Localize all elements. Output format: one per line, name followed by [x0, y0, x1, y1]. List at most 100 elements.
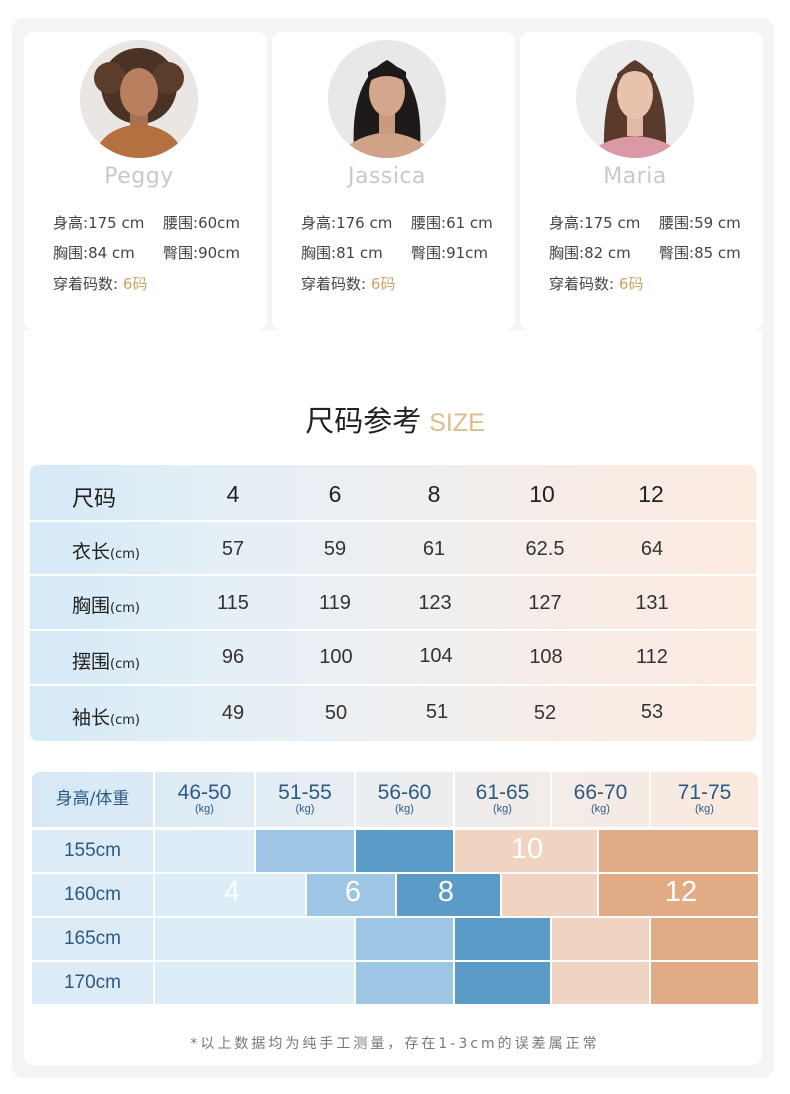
size-label-6: 6: [344, 876, 362, 908]
model-size-worn: 穿着码数: 6码: [53, 275, 148, 293]
model-card-peggy: Peggy 身高:175 cm 腰围:60cm 胸围:84 cm 臀围:90cm…: [24, 32, 267, 330]
size-label-10: 10: [510, 833, 544, 865]
size-8-block: [397, 874, 500, 916]
title-en: SIZE: [429, 409, 485, 437]
size-8-block: [455, 918, 550, 960]
row-divider: [30, 629, 756, 631]
model-name: Maria: [603, 164, 667, 189]
size-4-block: [155, 962, 354, 1004]
row-divider: [30, 574, 756, 576]
height-row-label-160: 160cm: [32, 874, 153, 916]
model-name: Peggy: [104, 164, 174, 189]
column-divider: [153, 772, 155, 827]
size-header-4: 4: [226, 481, 240, 507]
size-12-block: [599, 830, 758, 872]
height-row-label-155: 155cm: [32, 830, 153, 872]
size-4-block: [155, 874, 305, 916]
size-10-block: [502, 874, 597, 916]
table-cell: 59: [323, 538, 347, 560]
height-weight-chart: 身高/体重 46-50 (kg) 51-55 (kg) 56-60 (kg) 61-6…: [32, 772, 758, 1008]
model-waist: 腰围:59 cm: [659, 214, 741, 232]
row-label-bust: 胸围(cm): [72, 595, 140, 617]
table-cell: 50: [324, 702, 348, 724]
size-6-block: [356, 962, 453, 1004]
size-label-12: 12: [664, 876, 698, 908]
table-cell: 123: [418, 592, 452, 614]
measurement-note: *以上数据均为纯手工测量，存在1-3cm的误差属正常: [190, 1036, 600, 1052]
row-label-sleeve: 袖长(cm): [72, 707, 140, 729]
weight-range-header: 51-55 (kg): [278, 781, 332, 815]
model-photo-maria: [576, 40, 694, 158]
model-waist: 腰围:61 cm: [411, 214, 493, 232]
size-4-block: [155, 830, 254, 872]
model-height: 身高:176 cm: [301, 214, 393, 232]
weight-range-header: 66-70 (kg): [573, 781, 628, 815]
column-divider: [550, 772, 552, 827]
model-card-jassica: Jassica 身高:176 cm 腰围:61 cm 胸围:81 cm 臀围:9…: [272, 32, 515, 330]
model-height: 身高:175 cm: [549, 214, 641, 232]
weight-range-header: 71-75 (kg): [677, 781, 732, 815]
table-cell: 64: [640, 538, 664, 560]
size-header-label: 尺码: [72, 487, 117, 512]
row-divider: [30, 520, 756, 522]
model-size-worn: 穿着码数: 6码: [549, 275, 644, 293]
model-bust: 胸围:84 cm: [53, 244, 135, 262]
table-cell: 115: [217, 592, 249, 614]
table-cell: 62.5: [525, 538, 565, 560]
table-cell: 100: [319, 646, 353, 668]
model-waist: 腰围:60cm: [163, 214, 241, 232]
table-cell: 51: [425, 701, 449, 723]
weight-range-header: 61-65 (kg): [475, 781, 530, 815]
title-cn: 尺码参考: [305, 404, 422, 438]
model-photo-peggy: [80, 40, 198, 158]
model-card-maria: Maria 身高:175 cm 腰围:59 cm 胸围:82 cm 臀围:85 …: [520, 32, 763, 330]
table-cell: 57: [221, 538, 245, 560]
size-label-4: 4: [223, 876, 241, 908]
size-table: 尺码 4 6 8 10 12 衣长(cm) 57 59 61 62.5 64 胸…: [30, 465, 756, 741]
chart-corner-label: 身高/体重: [55, 789, 130, 809]
row-divider: [30, 684, 756, 686]
size-10-block: [552, 962, 649, 1004]
table-cell: 131: [635, 592, 669, 614]
size-12-block: [651, 918, 758, 960]
table-cell: 104: [419, 645, 453, 667]
size-header-10: 10: [529, 481, 555, 507]
section-title: 尺码参考 SIZE: [0, 398, 790, 440]
size-12-block: [651, 962, 758, 1004]
height-row-label-165: 165cm: [32, 918, 153, 960]
table-cell: 53: [640, 701, 664, 723]
table-cell: 127: [528, 592, 562, 614]
table-cell: 108: [529, 646, 563, 668]
model-height: 身高:175 cm: [53, 214, 145, 232]
column-divider: [354, 772, 356, 827]
table-cell: 112: [636, 646, 668, 668]
size-8-block: [455, 962, 550, 1004]
weight-range-header: 56-60 (kg): [377, 781, 432, 815]
model-name: Jassica: [347, 164, 427, 189]
size-6-block: [356, 918, 453, 960]
size-6-block: [256, 830, 354, 872]
table-cell: 119: [319, 592, 351, 614]
column-divider: [453, 772, 455, 827]
size-label-8: 8: [437, 876, 455, 908]
column-divider: [254, 772, 256, 827]
table-cell: 61: [422, 538, 446, 560]
row-label-hem: 摆围(cm): [72, 651, 140, 673]
model-size-worn: 穿着码数: 6码: [301, 275, 396, 293]
column-divider: [649, 772, 651, 827]
size-header-6: 6: [328, 481, 342, 507]
model-hip: 臀围:85 cm: [659, 244, 741, 262]
height-row-label-170: 170cm: [32, 962, 153, 1004]
weight-range-header: 46-50 (kg): [177, 781, 232, 815]
row-label-length: 衣长(cm): [72, 541, 140, 563]
model-photo-jassica: [328, 40, 446, 158]
size-6-block: [307, 874, 395, 916]
table-cell: 52: [533, 702, 557, 724]
size-10-block: [552, 918, 649, 960]
size-header-12: 12: [638, 481, 664, 507]
table-cell: 49: [221, 702, 245, 724]
size-8-block: [356, 830, 453, 872]
size-12-block: [599, 874, 758, 916]
model-bust: 胸围:82 cm: [549, 244, 631, 262]
model-hip: 臀围:91cm: [411, 244, 489, 262]
